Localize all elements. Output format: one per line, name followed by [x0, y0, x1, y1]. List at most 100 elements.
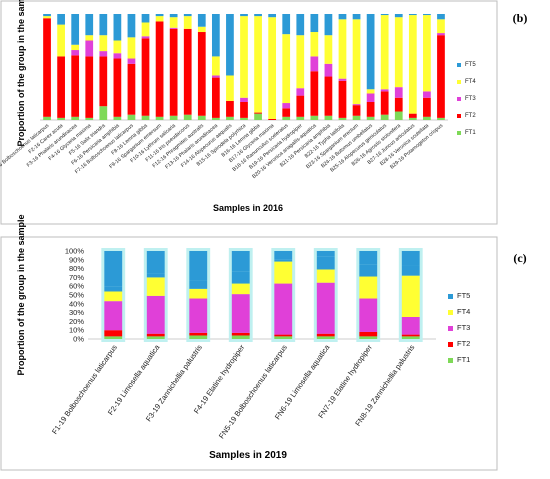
bar-segment-ft5: [437, 14, 445, 20]
bar-segment-ft4: [401, 275, 420, 317]
bar-segment-ft5: [197, 14, 206, 27]
legend-swatch-ft3: [448, 326, 453, 331]
bar-segment-ft1: [316, 336, 335, 339]
bar-segment-ft4: [380, 15, 389, 90]
bar-segment-ft3: [240, 97, 248, 102]
bar-segment-ft5: [401, 265, 420, 276]
bar-segment-ft1: [231, 335, 250, 339]
panel-b-legend: FT5 FT4 FT3 FT2 FT1: [457, 62, 476, 136]
bar-segment-ft1: [338, 117, 347, 120]
bar-segment-ft2: [240, 101, 248, 118]
bar-segment-ft5: [316, 256, 335, 270]
legend-swatch-ft1: [457, 131, 461, 135]
bar-segment-ft4: [211, 56, 220, 76]
bar-segment-ft5: [169, 14, 178, 18]
bar-segment-ft5: [310, 14, 319, 33]
bar-segment-ft2: [169, 28, 178, 116]
y-tick-label: 100%: [65, 247, 85, 256]
bar-segment-ft2: [231, 332, 250, 336]
bar-segment-ft1: [57, 117, 65, 120]
panel-c-bars: [101, 248, 423, 342]
bar-segment-ft5: [43, 14, 51, 17]
bar-segment-ft5b: [401, 251, 420, 266]
bar-segment-ft1: [211, 117, 220, 120]
y-tick-label: 70%: [69, 273, 84, 282]
bar-segment-ft4: [240, 16, 248, 98]
bar-segment-ft5: [423, 14, 431, 16]
bar-segment-ft1: [366, 116, 375, 120]
bar-segment-ft4: [254, 16, 262, 113]
bar-segment-ft5b: [316, 251, 335, 257]
bar-segment-ft1: [146, 336, 165, 339]
bar-segment-ft1: [113, 116, 122, 120]
bar-segment-ft1: [380, 114, 389, 120]
bar-segment-ft1: [310, 115, 319, 120]
bar-segment-ft2: [437, 35, 445, 118]
bar-segment-ft5: [380, 14, 389, 16]
bar-segment-ft3: [366, 93, 375, 102]
legend-swatch-ft4: [457, 80, 461, 84]
bar-segment-ft5: [296, 14, 305, 36]
bar-segment-ft4: [104, 291, 123, 302]
legend-swatch-ft3: [457, 97, 461, 101]
y-tick-label: 40%: [69, 299, 84, 308]
panel-c: (c) Proportion of the group in the sampl…: [0, 215, 527, 471]
legend-swatch-ft2: [448, 342, 453, 347]
bar-segment-ft1: [127, 114, 136, 120]
bar-segment-ft1: [155, 116, 164, 120]
bar-segment-ft2: [99, 56, 108, 107]
bar-segment-ft4: [189, 288, 208, 299]
bar-segment-ft5: [352, 14, 361, 20]
bar-segment-ft3: [310, 56, 319, 72]
bar-segment-ft5b: [359, 251, 378, 265]
bar-segment-ft3: [401, 317, 420, 335]
bar-segment-ft2: [71, 55, 80, 117]
bar-segment-ft5: [146, 273, 165, 278]
bar-segment-ft5: [282, 14, 291, 35]
bar-segment-ft1: [183, 114, 192, 120]
bar-segment-ft3: [189, 298, 208, 333]
bar-segment-ft3: [324, 63, 333, 77]
bar-segment-ft5: [274, 259, 293, 262]
panel-b: (b) Proportion of the group in the sampl…: [0, 0, 527, 225]
bar-segment-ft4: [57, 24, 65, 57]
y-tick-label: 60%: [69, 282, 84, 291]
x-tick-label: F1-19 Bolboschoenus laticarpus: [50, 343, 119, 436]
bar-segment-ft2: [141, 38, 150, 116]
y-tick-label: 90%: [69, 255, 84, 264]
bar-segment-ft2: [43, 18, 51, 117]
bar-segment-ft1: [71, 116, 80, 120]
bar-segment-ft1: [240, 117, 248, 120]
bar-segment-ft1: [169, 115, 178, 120]
bar-segment-ft3: [146, 295, 165, 334]
legend-label-ft4: FT4: [465, 79, 476, 85]
legend-swatch-ft4: [448, 310, 453, 315]
bar-segment-ft5: [408, 14, 417, 16]
bar-segment-ft1: [394, 111, 403, 120]
bar-segment-ft2: [408, 113, 417, 118]
bar-segment-ft1: [324, 115, 333, 120]
bar-segment-ft2: [254, 112, 262, 114]
bar-segment-ft4: [423, 15, 431, 92]
bar-segment-ft5: [155, 14, 164, 17]
bar-segment-ft4: [352, 19, 361, 105]
bar-segment-ft5: [211, 14, 220, 57]
bar-segment-ft3: [296, 88, 305, 96]
bar-segment-ft3: [231, 294, 250, 333]
bar-segment-ft5: [254, 14, 262, 17]
bar-segment-ft4: [231, 283, 250, 295]
bar-segment-ft4: [71, 44, 80, 51]
bar-segment-ft4: [437, 19, 445, 34]
bar-segment-ft4: [183, 16, 192, 29]
bar-segment-ft1: [282, 116, 291, 120]
bar-segment-ft1: [254, 113, 262, 120]
bar-segment-ft1: [437, 117, 445, 120]
bar-segment-ft5: [324, 14, 333, 36]
bar-segment-ft3: [71, 50, 80, 56]
bar-segment-ft5: [359, 264, 378, 277]
bar-segment-ft2: [268, 118, 277, 120]
bar-segment-ft2: [211, 77, 220, 118]
bar-segment-ft4: [43, 16, 51, 19]
bar-segment-ft4: [197, 26, 206, 33]
bar-segment-ft2: [366, 101, 375, 117]
